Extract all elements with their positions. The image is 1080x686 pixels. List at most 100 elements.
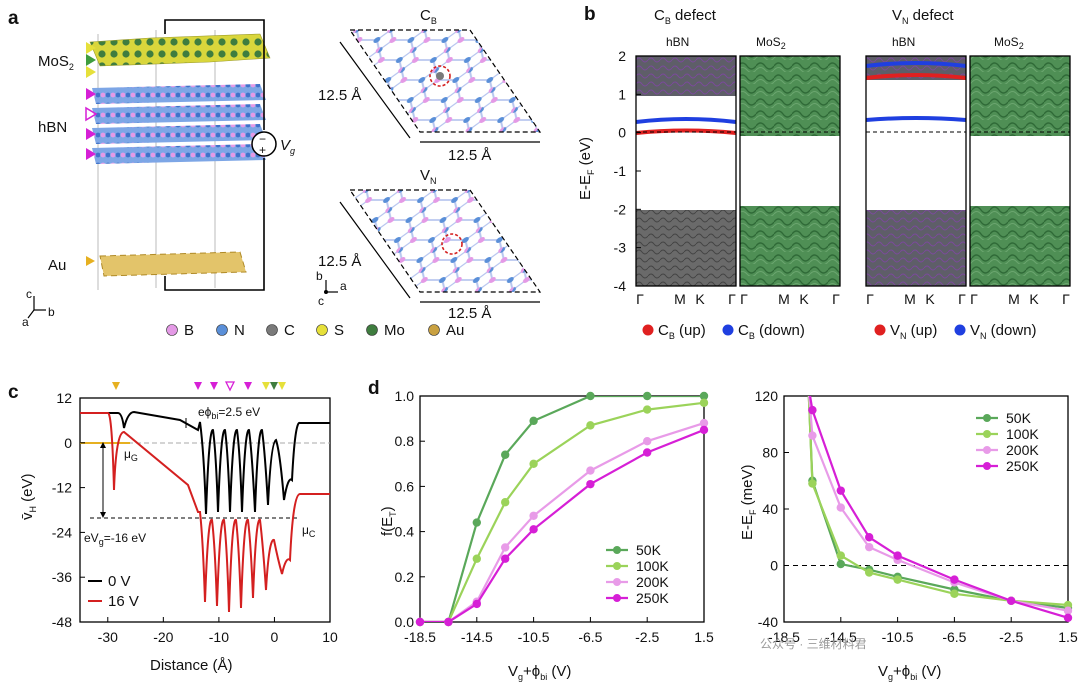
data-point-250K bbox=[586, 479, 595, 489]
kpoint-label: Γ bbox=[636, 291, 644, 307]
x-tick-label: -6.5 bbox=[578, 629, 602, 645]
y-tick-label: 80 bbox=[762, 445, 778, 461]
x-tick-label: -14.5 bbox=[461, 629, 493, 645]
defect-marker-vn bbox=[441, 233, 463, 255]
band-panel-vn-mos2 bbox=[969, 55, 1071, 287]
band-legend: CB (up) CB (down) VN (up) VN (down) bbox=[642, 322, 1037, 341]
axes-triad-right: b c a bbox=[316, 269, 347, 308]
legend-label-200K: 200K bbox=[636, 574, 669, 590]
kpoint-label: Γ bbox=[740, 291, 748, 307]
legend-marker-icon bbox=[613, 546, 621, 554]
data-point-250K bbox=[865, 533, 874, 542]
x-tick-label: -2.5 bbox=[999, 629, 1023, 645]
x-tick-label: -18.5 bbox=[768, 629, 800, 645]
evg-label: eVg=-16 eV bbox=[84, 531, 146, 547]
band-ylabel: E-EF (eV) bbox=[577, 137, 596, 200]
series-line-100K bbox=[807, 396, 1068, 607]
y-tick-label: 120 bbox=[755, 388, 779, 404]
voltage-source-icon bbox=[251, 131, 277, 157]
d1-xlabel: Vg+ϕbi (V) bbox=[508, 663, 571, 682]
panel-c-markers bbox=[112, 381, 286, 392]
kpoint-label: Γ bbox=[832, 291, 840, 307]
plus-sign: + bbox=[259, 143, 266, 157]
axes-triad-left: c b a bbox=[22, 287, 55, 329]
legend-16v: 16 V bbox=[108, 593, 139, 610]
x-tick-label: -10.5 bbox=[518, 629, 550, 645]
band-legend-label: VN (up) bbox=[890, 322, 937, 341]
band-legend-label: CB (down) bbox=[738, 322, 805, 341]
svg-text:b: b bbox=[316, 269, 323, 283]
potential-0v bbox=[80, 410, 330, 515]
band-ytick: 1 bbox=[618, 86, 626, 102]
y-tick-label: 1.0 bbox=[395, 388, 415, 404]
data-point-100K bbox=[808, 479, 817, 488]
legend-atom-label: S bbox=[334, 322, 344, 339]
legend-label-250K: 250K bbox=[636, 590, 669, 606]
c-ytick: 12 bbox=[56, 390, 72, 406]
x-tick-label: -2.5 bbox=[635, 629, 659, 645]
legend-atom-s-icon bbox=[316, 324, 328, 336]
minus-sign: − bbox=[259, 132, 266, 146]
c-xtick: 10 bbox=[322, 629, 338, 645]
y-tick-label: 0 bbox=[770, 558, 778, 574]
legend-marker-icon bbox=[983, 430, 991, 438]
data-point-50K bbox=[472, 518, 481, 527]
data-point-200K bbox=[643, 437, 652, 446]
legend-atom-label: N bbox=[234, 322, 245, 339]
x-tick-label: 1.5 bbox=[1058, 629, 1078, 645]
kpoint-label: K bbox=[1029, 291, 1039, 307]
panel-label-c: c bbox=[8, 382, 19, 403]
data-point-250K bbox=[529, 525, 538, 534]
data-point-100K bbox=[699, 398, 709, 407]
data-point-200K bbox=[529, 511, 538, 520]
svg-text:c: c bbox=[318, 294, 324, 308]
c-xtick: -20 bbox=[153, 629, 173, 645]
au-layer bbox=[99, 251, 247, 277]
kpoint-label: K bbox=[799, 291, 809, 307]
panel-c: c eϕbi=2.5 eV μG μC eVg=-16 eV 120- bbox=[8, 381, 338, 674]
legend-label-100K: 100K bbox=[636, 558, 669, 574]
svg-text:a: a bbox=[22, 315, 29, 329]
series-line-100K bbox=[420, 401, 704, 622]
d2-ylabel: E-EF (meV) bbox=[739, 464, 758, 540]
band-ytick: -3 bbox=[614, 240, 627, 256]
legend-label-100K: 100K bbox=[1006, 426, 1039, 442]
svg-text:c: c bbox=[26, 287, 32, 301]
data-point-100K bbox=[501, 498, 510, 507]
panel-c-xlabel: Distance (Å) bbox=[150, 657, 233, 674]
panel-label-b: b bbox=[584, 4, 596, 25]
data-point-100K bbox=[529, 459, 538, 468]
mu-c-label: μC bbox=[302, 523, 316, 539]
band-panel-cb-mos2 bbox=[739, 55, 841, 287]
x-tick-label: -6.5 bbox=[942, 629, 966, 645]
cb-dim-left: 12.5 Å bbox=[318, 87, 361, 104]
defect-marker-cb bbox=[429, 65, 451, 87]
sub-hbn-2: hBN bbox=[892, 35, 915, 49]
d2-xlabel: Vg+ϕbi (V) bbox=[878, 663, 941, 682]
data-point-100K bbox=[836, 551, 845, 560]
data-point-100K bbox=[950, 589, 959, 598]
legend-marker-icon bbox=[613, 578, 621, 586]
y-tick-label: 0.4 bbox=[395, 524, 415, 540]
data-point-100K bbox=[586, 421, 595, 430]
legend-atom-b-icon bbox=[166, 324, 178, 336]
data-point-100K bbox=[472, 554, 481, 563]
vn-title: VN bbox=[420, 167, 437, 186]
c-xtick: -10 bbox=[209, 629, 229, 645]
vn-dim-left: 12.5 Å bbox=[318, 253, 361, 270]
band-legend-dot-icon bbox=[954, 324, 966, 336]
panel-label-d: d bbox=[368, 378, 380, 399]
panel-label-a: a bbox=[8, 8, 19, 29]
cb-dim-bottom: 12.5 Å bbox=[448, 147, 491, 164]
title-vn-defect: VN defect bbox=[892, 7, 954, 26]
legend-marker-icon bbox=[983, 414, 991, 422]
band-ytick: -2 bbox=[614, 201, 627, 217]
data-point-250K bbox=[893, 551, 902, 560]
band-legend-dot-icon bbox=[642, 324, 654, 336]
band-legend-dot-icon bbox=[874, 324, 886, 336]
gate-circuit: − + Vg bbox=[164, 19, 295, 291]
data-point-200K bbox=[699, 418, 709, 428]
x-tick-label: -18.5 bbox=[404, 629, 436, 645]
legend-atom-c-icon bbox=[266, 324, 278, 336]
